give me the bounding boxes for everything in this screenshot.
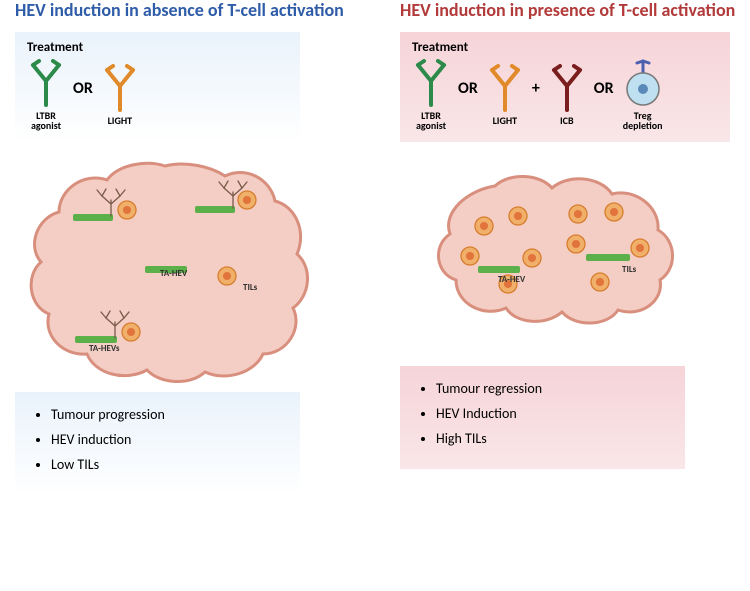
hev-icon [586,254,630,261]
right-treatment-row: LTBRagonist OR LIGHT + ICB OR Tregdepletion [412,59,718,132]
til-icon [605,203,623,221]
til-icon [509,207,527,225]
left-tumor: TA-HEV TILs TA-HEVs [15,156,375,386]
operator: OR [73,79,93,98]
til-icon [569,205,587,223]
hev-icon [73,214,113,221]
agent-label: LTBRagonist [416,111,446,132]
agent-label: LTBRagonist [31,111,61,132]
outcome-item: Low TILs [51,456,278,473]
ltbr-agent: LTBRagonist [27,59,65,132]
label-ta-hevs: TA-HEVs [89,343,119,354]
antibody-icon [27,59,65,109]
agent-label: LIGHT [108,116,133,127]
right-tumor: TA-HEV TILs [400,166,750,336]
treatment-label: Treatment [412,40,718,55]
outcome-item: HEV Induction [436,405,663,422]
right-outcome-list: Tumour regression HEV Induction High TILs [436,380,663,447]
outcome-item: HEV induction [51,431,278,448]
left-treatment-box: Treatment LTBRagonist OR LIGHT [15,32,300,142]
outcome-item: Tumour progression [51,406,278,423]
agent-label: LIGHT [493,116,518,127]
hev-icon [195,206,235,213]
til-icon [523,249,541,267]
left-outcome-box: Tumour progression HEV induction Low TILs [15,392,300,495]
light-agent: LIGHT [486,64,524,127]
left-title: HEV induction in absence of T-cell activ… [15,0,375,22]
antibody-icon [412,59,450,109]
left-treatment-row: LTBRagonist OR LIGHT [27,59,288,132]
right-title: HEV induction in presence of T-cell acti… [400,0,750,22]
treatment-label: Treatment [27,40,288,55]
small-tumor-svg [400,166,700,336]
operator: OR [594,79,614,98]
hev-icon [478,266,520,273]
til-icon [631,239,649,257]
left-panel: HEV induction in absence of T-cell activ… [15,0,375,495]
antibody-icon [101,64,139,114]
light-agent: LIGHT [101,64,139,127]
label-ta-hev-r: TA-HEV [498,274,525,285]
icb-agent: ICB [548,64,586,127]
ltbr-agent: LTBRagonist [412,59,450,132]
label-tils: TILs [243,282,257,293]
til-icon [461,247,479,265]
antibody-icon [548,64,586,114]
agent-label: ICB [560,116,574,127]
right-panel: HEV induction in presence of T-cell acti… [400,0,750,469]
label-ta-hev: TA-HEV [160,268,187,279]
til-icon [118,201,136,219]
operator: + [532,79,540,98]
hev-icon [75,336,117,343]
til-icon [122,323,140,341]
label-tils-r: TILs [622,264,636,275]
treg-agent: Tregdepletion [622,59,664,132]
til-icon [591,273,609,291]
right-treatment-box: Treatment LTBRagonist OR LIGHT + ICB OR [400,32,730,142]
til-icon [238,191,256,209]
right-outcome-box: Tumour regression HEV Induction High TILs [400,366,685,469]
til-icon [475,217,493,235]
til-icon [218,267,236,285]
outcome-item: High TILs [436,430,663,447]
agent-label: Tregdepletion [623,111,663,132]
treg-cell-icon [622,59,664,109]
til-icon [567,235,585,253]
operator: OR [458,79,478,98]
left-outcome-list: Tumour progression HEV induction Low TILs [51,406,278,473]
antibody-icon [486,64,524,114]
outcome-item: Tumour regression [436,380,663,397]
